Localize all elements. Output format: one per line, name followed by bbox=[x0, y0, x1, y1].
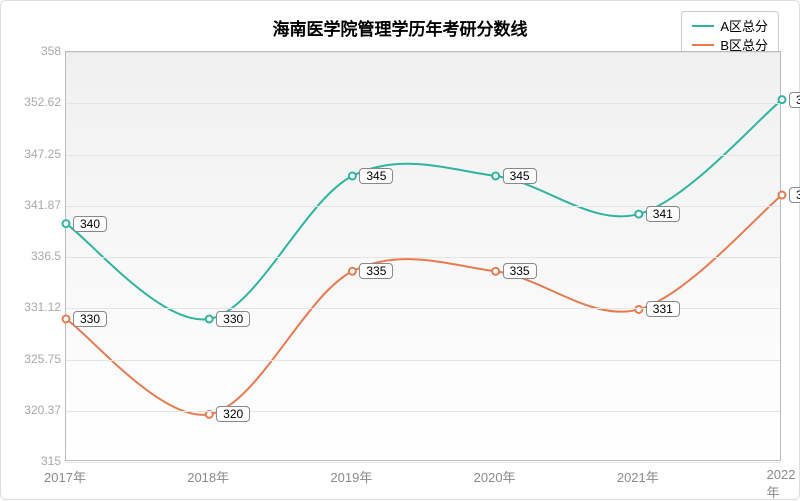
y-tick-label: 341.87 bbox=[1, 198, 61, 212]
gridline-h bbox=[66, 360, 780, 361]
legend-label-a: A区总分 bbox=[720, 16, 768, 35]
x-tick-label: 2017年 bbox=[44, 467, 86, 486]
point-label: 335 bbox=[503, 263, 537, 279]
point-label: 343 bbox=[789, 187, 800, 203]
y-tick-label: 320.37 bbox=[1, 403, 61, 417]
gridline-h bbox=[66, 257, 780, 258]
point-label: 320 bbox=[216, 406, 250, 422]
series-marker bbox=[349, 172, 356, 179]
series-marker bbox=[492, 268, 499, 275]
series-marker bbox=[635, 211, 642, 218]
legend-swatch-b bbox=[692, 44, 714, 46]
legend-swatch-a bbox=[692, 25, 714, 27]
series-marker bbox=[206, 411, 213, 418]
x-tick-label: 2021年 bbox=[617, 467, 659, 486]
legend-item-a: A区总分 bbox=[692, 16, 768, 35]
point-label: 330 bbox=[216, 311, 250, 327]
gridline-h bbox=[66, 52, 780, 53]
series-marker bbox=[63, 315, 70, 322]
point-label: 330 bbox=[73, 311, 107, 327]
series-marker bbox=[779, 192, 786, 199]
gridline-h bbox=[66, 155, 780, 156]
x-tick-label: 2018年 bbox=[187, 467, 229, 486]
series-marker bbox=[349, 268, 356, 275]
x-tick-label: 2022年 bbox=[767, 467, 796, 501]
series-marker bbox=[206, 315, 213, 322]
y-tick-label: 325.75 bbox=[1, 352, 61, 366]
x-tick-label: 2019年 bbox=[330, 467, 372, 486]
point-label: 345 bbox=[359, 168, 393, 184]
gridline-h bbox=[66, 103, 780, 104]
x-tick-label: 2020年 bbox=[474, 467, 516, 486]
point-label: 341 bbox=[646, 206, 680, 222]
y-tick-label: 352.62 bbox=[1, 95, 61, 109]
y-tick-label: 336.5 bbox=[1, 249, 61, 263]
series-marker bbox=[63, 220, 70, 227]
chart-container: 海南医学院管理学历年考研分数线 A区总分 B区总分 34033034534534… bbox=[0, 0, 800, 500]
gridline-h bbox=[66, 411, 780, 412]
gridline-h bbox=[66, 462, 780, 463]
y-tick-label: 347.25 bbox=[1, 147, 61, 161]
y-tick-label: 315 bbox=[1, 454, 61, 468]
y-tick-label: 331.12 bbox=[1, 300, 61, 314]
plot-area: 340330345345341353330320335335331343 bbox=[65, 51, 781, 461]
y-tick-label: 358 bbox=[1, 44, 61, 58]
point-label: 340 bbox=[73, 216, 107, 232]
series-marker bbox=[779, 96, 786, 103]
point-label: 345 bbox=[503, 168, 537, 184]
series-marker bbox=[492, 172, 499, 179]
point-label: 335 bbox=[359, 263, 393, 279]
point-label: 353 bbox=[789, 92, 800, 108]
series-marker bbox=[635, 306, 642, 313]
chart-title: 海南医学院管理学历年考研分数线 bbox=[1, 15, 799, 40]
point-label: 331 bbox=[646, 301, 680, 317]
